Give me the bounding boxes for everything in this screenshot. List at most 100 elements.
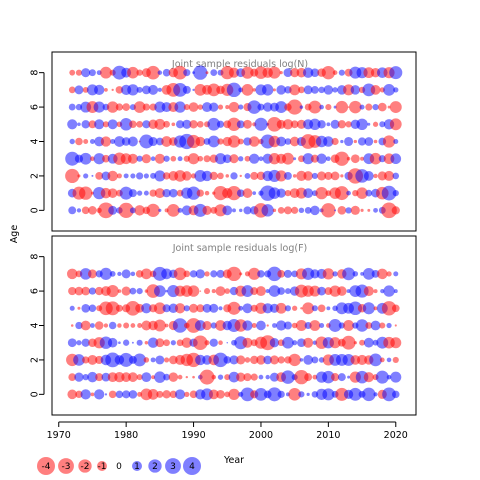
residual-bubble — [372, 103, 379, 111]
residual-bubble — [297, 338, 306, 348]
residual-bubble — [189, 303, 199, 313]
residual-bubble — [359, 339, 366, 346]
residual-bubble — [236, 372, 246, 382]
residual-bubble — [350, 154, 360, 164]
residual-bubble — [164, 357, 170, 363]
residual-bubble — [341, 335, 356, 350]
residual-bubble — [302, 67, 314, 78]
panel-log-n: Joint sample residuals log(N) 0 2 4 6 8 — [30, 51, 417, 232]
panel-log-f-frame — [51, 235, 417, 416]
residual-bubble — [154, 170, 166, 182]
residual-bubble — [81, 120, 90, 129]
residual-bubble — [142, 85, 151, 95]
residual-bubble — [81, 206, 90, 215]
residual-bubble — [177, 156, 183, 162]
residual-bubble — [115, 390, 124, 399]
residual-bubble — [79, 268, 92, 280]
residual-bubble — [136, 374, 143, 381]
residual-bubble — [79, 186, 93, 200]
residual-bubble — [208, 389, 219, 400]
residual-bubble — [177, 207, 183, 213]
residual-bubble — [214, 153, 227, 165]
residual-bubble — [303, 188, 314, 199]
residual-bubble — [242, 320, 253, 331]
residual-bubble — [268, 187, 281, 199]
residual-bubble — [153, 302, 166, 315]
residual-bubble — [74, 286, 84, 296]
residual-bubble — [173, 65, 187, 80]
residual-bubble — [94, 389, 105, 400]
residual-bubble — [389, 101, 402, 114]
residual-bubble — [381, 202, 397, 219]
residual-bubble — [103, 323, 109, 328]
residual-bubble — [353, 139, 357, 144]
y-tick-label: 0 — [30, 207, 41, 213]
residual-bubble — [242, 337, 253, 348]
y-tick-label: 4 — [30, 322, 41, 328]
panel-log-n-title: Joint sample residuals log(N) — [171, 59, 308, 70]
residual-bubble — [77, 174, 81, 178]
residual-bubble — [162, 390, 171, 399]
residual-bubble — [260, 335, 276, 351]
x-tick-label: 1990 — [181, 430, 205, 441]
residual-bubble — [224, 374, 231, 381]
residual-bubble — [345, 121, 352, 128]
residual-bubble — [263, 355, 272, 365]
residual-bubble — [390, 371, 402, 383]
residual-bubble — [83, 173, 89, 179]
residual-bubble — [367, 208, 371, 212]
residual-bubble — [359, 104, 365, 110]
y-tick-label: 6 — [30, 104, 41, 110]
residual-bubble — [228, 388, 240, 400]
residual-bubble — [136, 155, 143, 162]
residual-bubble — [88, 287, 97, 295]
residual-bubble — [174, 101, 186, 113]
residual-bubble — [393, 87, 399, 93]
residual-bubble — [302, 267, 315, 280]
residual-bubble — [391, 304, 400, 313]
residual-bubble — [319, 104, 324, 110]
residual-bubble — [269, 355, 279, 365]
residual-bubble — [147, 389, 159, 400]
residual-bubble — [277, 390, 285, 398]
residual-bubble — [243, 206, 252, 215]
residual-bubble — [238, 156, 244, 162]
residual-bubble — [209, 102, 219, 112]
residual-bubble — [149, 189, 157, 197]
residual-bubble — [215, 320, 226, 331]
residual-bubble — [207, 83, 221, 97]
residual-bubble — [81, 68, 91, 78]
panel-log-n-frame — [51, 51, 417, 232]
residual-bubble — [276, 85, 286, 95]
residual-bubble — [239, 272, 243, 276]
residual-bubble — [281, 152, 294, 165]
residual-bubble — [276, 188, 286, 198]
residual-bubble — [365, 103, 373, 111]
residual-bubble — [331, 373, 340, 382]
residual-bubble — [114, 136, 125, 147]
residual-bubble — [192, 88, 195, 92]
residual-bubble — [193, 203, 207, 217]
residual-bubble — [300, 307, 303, 310]
residual-bubble — [117, 289, 122, 293]
residual-bubble — [363, 67, 375, 79]
legend-bubble — [37, 457, 55, 475]
residual-bubble — [129, 207, 136, 214]
residual-bubble — [79, 152, 92, 165]
legend-bubble — [97, 461, 107, 471]
residual-bubble — [129, 120, 137, 129]
residual-bubble — [216, 120, 225, 128]
residual-bubble — [335, 387, 349, 401]
residual-bubble — [87, 269, 97, 279]
residual-bubble — [107, 337, 118, 348]
residual-bubble — [340, 174, 344, 178]
residual-bubble — [223, 356, 232, 364]
residual-bubble — [155, 355, 165, 365]
residual-bubble — [295, 320, 307, 331]
residual-bubble — [202, 205, 212, 215]
residual-bubble — [154, 118, 166, 130]
residual-bubble — [164, 323, 169, 328]
residual-bubble — [226, 266, 242, 282]
residual-bubble — [356, 187, 368, 199]
residual-bubble — [90, 156, 95, 162]
